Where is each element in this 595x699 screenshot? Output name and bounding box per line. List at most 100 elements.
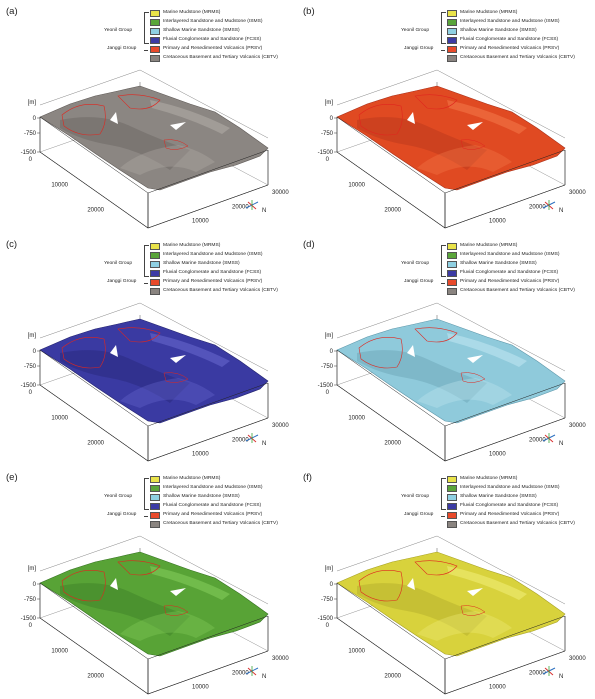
x-tick-label: 20000: [384, 674, 401, 680]
legend-swatch: [150, 279, 160, 286]
legend-swatch: [447, 494, 457, 501]
legend-item: Cretaceous Basement and Tertiary Volcani…: [150, 521, 298, 529]
surface-shadow: [357, 350, 487, 403]
panel-label: (b): [303, 6, 315, 17]
y-tick-label: 30000: [272, 423, 289, 429]
prsv-outline: [358, 570, 403, 602]
x-tick-label: 20000: [384, 208, 401, 214]
legend-swatch: [150, 261, 160, 268]
group-label-yeonil: Yeonil Group: [401, 494, 430, 499]
legend-item: Shallow Marine Sandstone (SMSS): [447, 261, 595, 269]
north-label: N: [559, 208, 563, 214]
legend-swatch: [150, 243, 160, 250]
z-tick-label: -750: [24, 131, 37, 137]
group-bracket: [144, 245, 149, 277]
legend-label: Shallow Marine Sandstone (SMSS): [163, 261, 240, 266]
surface-highlight: [447, 333, 527, 367]
legend-label: Interlayered Sandstone and Mudstone (ISM…: [460, 19, 560, 24]
legend-item: Shallow Marine Sandstone (SMSS): [447, 494, 595, 502]
group-bracket: [144, 478, 149, 510]
legend-item: Marine Mudstone (MRMS): [150, 10, 298, 18]
geologic-surface: [39, 551, 269, 657]
surface-ridge: [417, 611, 512, 641]
z-tick-label: 0: [33, 116, 37, 122]
legend-swatch: [150, 476, 160, 483]
y-tick-label: 20000: [232, 670, 249, 676]
surface-highlight: [447, 566, 527, 600]
x-tick-label: 10000: [348, 415, 365, 421]
y-tick-label: 10000: [489, 219, 506, 225]
panel-label: (e): [6, 472, 18, 483]
legend-label: Interlayered Sandstone and Mudstone (ISM…: [460, 485, 560, 490]
prsv-outline: [358, 104, 403, 136]
north-label: N: [262, 441, 266, 447]
legend-item: Interlayered Sandstone and Mudstone (ISM…: [447, 19, 595, 27]
north-label: N: [262, 208, 266, 214]
legend-swatch: [447, 512, 457, 519]
legend-swatch: [150, 494, 160, 501]
legend-label: Fluvial Conglomerate and Sandstone (FCSS…: [163, 37, 262, 42]
legend-item: Fluvial Conglomerate and Sandstone (FCSS…: [150, 503, 298, 511]
north-arrow-icon: [542, 666, 556, 676]
surface-gap: [110, 345, 118, 357]
legend-item: Shallow Marine Sandstone (SMSS): [150, 28, 298, 36]
legend-swatch: [150, 288, 160, 295]
box-top-frame: [39, 535, 269, 605]
legend-item: Fluvial Conglomerate and Sandstone (FCSS…: [447, 270, 595, 278]
legend-swatch: [447, 37, 457, 44]
legend-label: Interlayered Sandstone and Mudstone (ISM…: [163, 485, 263, 490]
x-tick-label: 0: [29, 623, 33, 629]
legend-item: Primary and Resedimented Volcanics (PRSV…: [447, 279, 595, 287]
legend-item: Interlayered Sandstone and Mudstone (ISM…: [447, 252, 595, 260]
legend-item: Marine Mudstone (MRMS): [447, 476, 595, 484]
group-label-yeonil: Yeonil Group: [401, 261, 430, 266]
panel-label: (f): [303, 472, 312, 483]
block-diagram: 0-750-1500[m]001000020000300000100002000…: [21, 535, 289, 695]
box-front-right: [147, 615, 269, 695]
panel-label: (c): [6, 239, 18, 250]
legend-swatch: [447, 270, 457, 277]
legend-label: Marine Mudstone (MRMS): [163, 476, 221, 481]
legend-swatch: [150, 521, 160, 528]
y-tick-label: 30000: [569, 423, 586, 429]
legend-swatch: [447, 252, 457, 259]
box-top-frame: [39, 69, 269, 139]
y-tick-label: 10000: [192, 452, 209, 458]
surface-shadow: [60, 117, 190, 170]
legend-label: Fluvial Conglomerate and Sandstone (FCSS…: [460, 270, 559, 275]
prsv-outline: [414, 327, 458, 343]
legend-item: Interlayered Sandstone and Mudstone (ISM…: [150, 485, 298, 493]
group-tick: [144, 283, 148, 284]
legend-item: Cretaceous Basement and Tertiary Volcani…: [150, 55, 298, 63]
box-front-right: [444, 149, 566, 229]
legend-swatch: [150, 270, 160, 277]
legend-swatch: [150, 503, 160, 510]
surface-ridge: [120, 145, 215, 175]
x-tick-label: 10000: [51, 415, 68, 421]
x-tick-label: 0: [29, 390, 33, 396]
panel-label: (a): [6, 6, 18, 17]
group-label-janggi: Janggi Group: [404, 512, 434, 517]
group-label-janggi: Janggi Group: [107, 279, 137, 284]
z-tick-label: -1500: [318, 383, 334, 389]
x-tick-label: 20000: [87, 674, 104, 680]
legend-item: Cretaceous Basement and Tertiary Volcani…: [150, 288, 298, 296]
prsv-outline: [414, 560, 458, 576]
legend-label: Primary and Resedimented Volcanics (PRSV…: [163, 279, 263, 284]
y-tick-label: 20000: [529, 204, 546, 210]
legend-item: Fluvial Conglomerate and Sandstone (FCSS…: [150, 37, 298, 45]
north-label: N: [262, 674, 266, 680]
z-tick-label: -1500: [318, 150, 334, 156]
prsv-outline: [163, 372, 189, 383]
legend-item: Interlayered Sandstone and Mudstone (ISM…: [447, 485, 595, 493]
north-arrow-icon: [542, 433, 556, 443]
group-label-yeonil: Yeonil Group: [104, 261, 133, 266]
geologic-surface: [336, 318, 566, 424]
legend-swatch: [150, 28, 160, 35]
legend-label: Fluvial Conglomerate and Sandstone (FCSS…: [163, 270, 262, 275]
legend-label: Marine Mudstone (MRMS): [163, 243, 221, 248]
legend-swatch: [150, 55, 160, 62]
surface-shadow: [60, 350, 190, 403]
surface-highlight: [150, 566, 230, 600]
surface-shadow: [357, 117, 487, 170]
